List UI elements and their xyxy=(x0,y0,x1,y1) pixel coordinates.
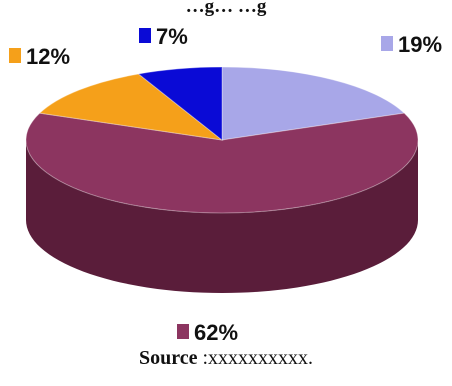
pie-slice-62% xyxy=(25,112,419,214)
pie-slice-12% xyxy=(38,73,224,141)
slice-label-12%: 12% xyxy=(26,44,70,69)
pie-labels: 19% 62% 12% 7% xyxy=(9,24,442,345)
pie-slice-19% xyxy=(221,66,406,141)
label-marker-19% xyxy=(381,36,393,51)
pie-slice-7% xyxy=(137,66,223,142)
label-marker-12% xyxy=(9,48,21,63)
pie-sides xyxy=(26,140,418,293)
pie-side-62% xyxy=(26,140,418,293)
pie-slices xyxy=(25,66,419,214)
slice-label-7%: 7% xyxy=(156,24,188,49)
label-marker-62% xyxy=(177,324,189,339)
slice-label-62%: 62% xyxy=(194,320,238,345)
label-marker-7% xyxy=(139,28,151,43)
source-label: Source xyxy=(138,347,198,369)
source-line: Source :xxxxxxxxxx. xyxy=(0,347,452,370)
slice-label-19%: 19% xyxy=(398,32,442,57)
chart-title: …g… …g xyxy=(186,0,267,17)
source-text: :xxxxxxxxxx. xyxy=(197,347,314,369)
